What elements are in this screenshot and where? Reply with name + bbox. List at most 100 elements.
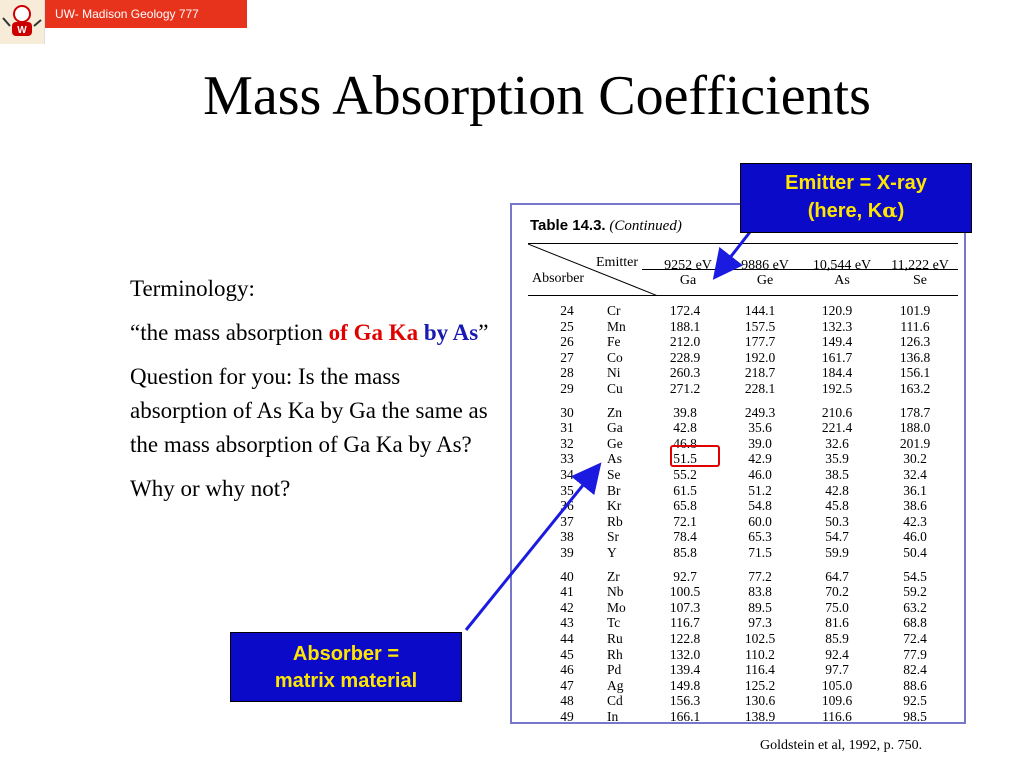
value-cell: 212.0 [669,334,701,350]
mass-absorption-table: Table 14.3. (Continued) Emitter Absorber… [510,203,966,724]
atomic-number-cell: 43 [560,615,574,631]
emitter-callout: Emitter = X-ray (here, Kα) [740,163,972,233]
atomic-number-cell: 37 [560,513,574,529]
emitter-callout-line1: Emitter = X-ray [785,172,927,194]
value-cell: 139.4 [669,662,701,678]
value-cell: 144.1 [744,303,776,318]
element-symbol-cell: Ni [607,365,621,381]
element-symbol-cell: Rh [607,646,623,662]
element-symbol-cell: Mn [607,318,626,334]
table-heading: Table 14.3. (Continued) [530,217,682,235]
column-header: 9886 eV Ge [725,258,805,288]
atomic-number-cell: 40 [560,568,574,584]
element-symbol-cell: Zn [607,404,622,420]
value-cell: 92.4 [825,646,849,662]
element-symbol-cell: Cr [607,303,621,318]
value-cell: 120.9 [821,303,853,318]
quote-absorber-phrase: by As [423,320,479,345]
value-cell: 72.1 [673,513,697,529]
value-cell: 156.1 [899,365,931,381]
value-cell: 122.8 [669,631,701,646]
element-symbol-cell: Sr [607,529,620,545]
value-cell: 39.8 [673,404,697,420]
quote-open-text: “the mass absorption [130,320,329,345]
value-cell: 32.4 [903,467,927,482]
value-cell: 78.4 [673,529,697,545]
value-cell: 116.4 [745,662,775,678]
value-cell: 32.6 [825,435,849,451]
element-symbol-cell: Mo [607,599,626,615]
value-cell: 36.1 [903,482,927,498]
value-cell: 81.6 [825,615,849,631]
header-diagonal-divider [528,244,658,296]
value-cell: 116.6 [822,709,852,724]
value-cell: 59.9 [825,545,849,560]
value-cell: 149.4 [821,334,853,350]
value-cell: 59.2 [903,584,927,600]
value-cell: 85.8 [673,545,697,560]
citation: Goldstein et al, 1992, p. 750. [760,738,923,753]
value-cell: 46.0 [748,467,772,482]
value-cell: 111.6 [900,318,930,334]
value-cell: 38.6 [903,498,927,514]
value-cell: 65.3 [748,529,772,545]
value-cell: 42.8 [673,420,697,436]
quote-emitter-phrase: of Ga Ka [328,320,419,345]
value-cell: 201.9 [899,435,931,451]
value-cell: 46.0 [903,529,927,545]
value-cell: 39.0 [748,435,772,451]
atomic-number-cell: 47 [560,677,574,693]
atomic-number-cell: 30 [560,404,574,420]
value-cell: 89.5 [748,599,772,615]
element-symbol-cell: In [607,709,619,724]
value-cell: 51.5 [673,451,697,467]
element-symbol-cell: Rb [607,513,623,529]
absorber-callout-line1: Absorber = [292,643,400,665]
value-cell: 54.7 [825,529,849,545]
svg-text:W: W [17,25,27,36]
value-cell: 60.0 [748,513,772,529]
column-energy: 9252 eV [664,258,712,273]
atomic-number-cell: 42 [560,599,574,615]
table-continued: (Continued) [609,218,682,234]
value-cell: 178.7 [899,404,931,420]
atomic-number-cell: 33 [560,451,574,467]
value-cell: 228.1 [744,381,776,396]
atomic-number-cell: 29 [560,381,574,396]
value-cell: 55.2 [673,467,697,482]
absorber-callout: Absorber = matrix material [230,632,462,702]
atomic-number-cell: 25 [560,318,574,334]
value-cell: 130.6 [744,693,776,709]
value-cell: 85.9 [825,631,849,646]
atomic-number-cell: 48 [560,693,574,709]
column-header: 11,222 eV Se [880,258,960,288]
value-cell: 77.9 [903,646,927,662]
value-cell: 30.2 [903,451,927,467]
value-cell: 82.4 [903,662,927,678]
element-symbol-cell: Ge [607,435,623,451]
value-cell: 42.3 [903,513,927,529]
column-header: 10,544 eV As [802,258,882,288]
value-cell: 166.1 [669,709,701,724]
atomic-number-cell: 32 [560,435,574,451]
value-cell: 98.5 [903,709,927,724]
atomic-number-cell: 31 [560,420,574,436]
course-header-bar: UW- Madison Geology 777 [45,0,247,28]
value-cell: 184.4 [821,365,853,381]
atomic-number-cell: 35 [560,482,574,498]
value-cell: 192.5 [821,381,853,396]
element-symbol-cell: Zr [607,568,620,584]
element-symbol-cell: Br [607,482,621,498]
terminology-heading: Terminology: [130,276,255,301]
atomic-number-cell: 24 [560,303,574,318]
element-symbol-cell: Ru [607,631,623,646]
course-header-label: UW- Madison Geology 777 [55,7,199,21]
value-cell: 260.3 [669,365,701,381]
value-cell: 116.7 [670,615,700,631]
element-symbol-cell: Tc [607,615,621,631]
value-cell: 54.5 [903,568,927,584]
column-energy: 11,222 eV [891,258,949,273]
value-cell: 102.5 [744,631,776,646]
value-cell: 101.9 [899,303,931,318]
atomic-number-cell: 49 [560,709,574,724]
